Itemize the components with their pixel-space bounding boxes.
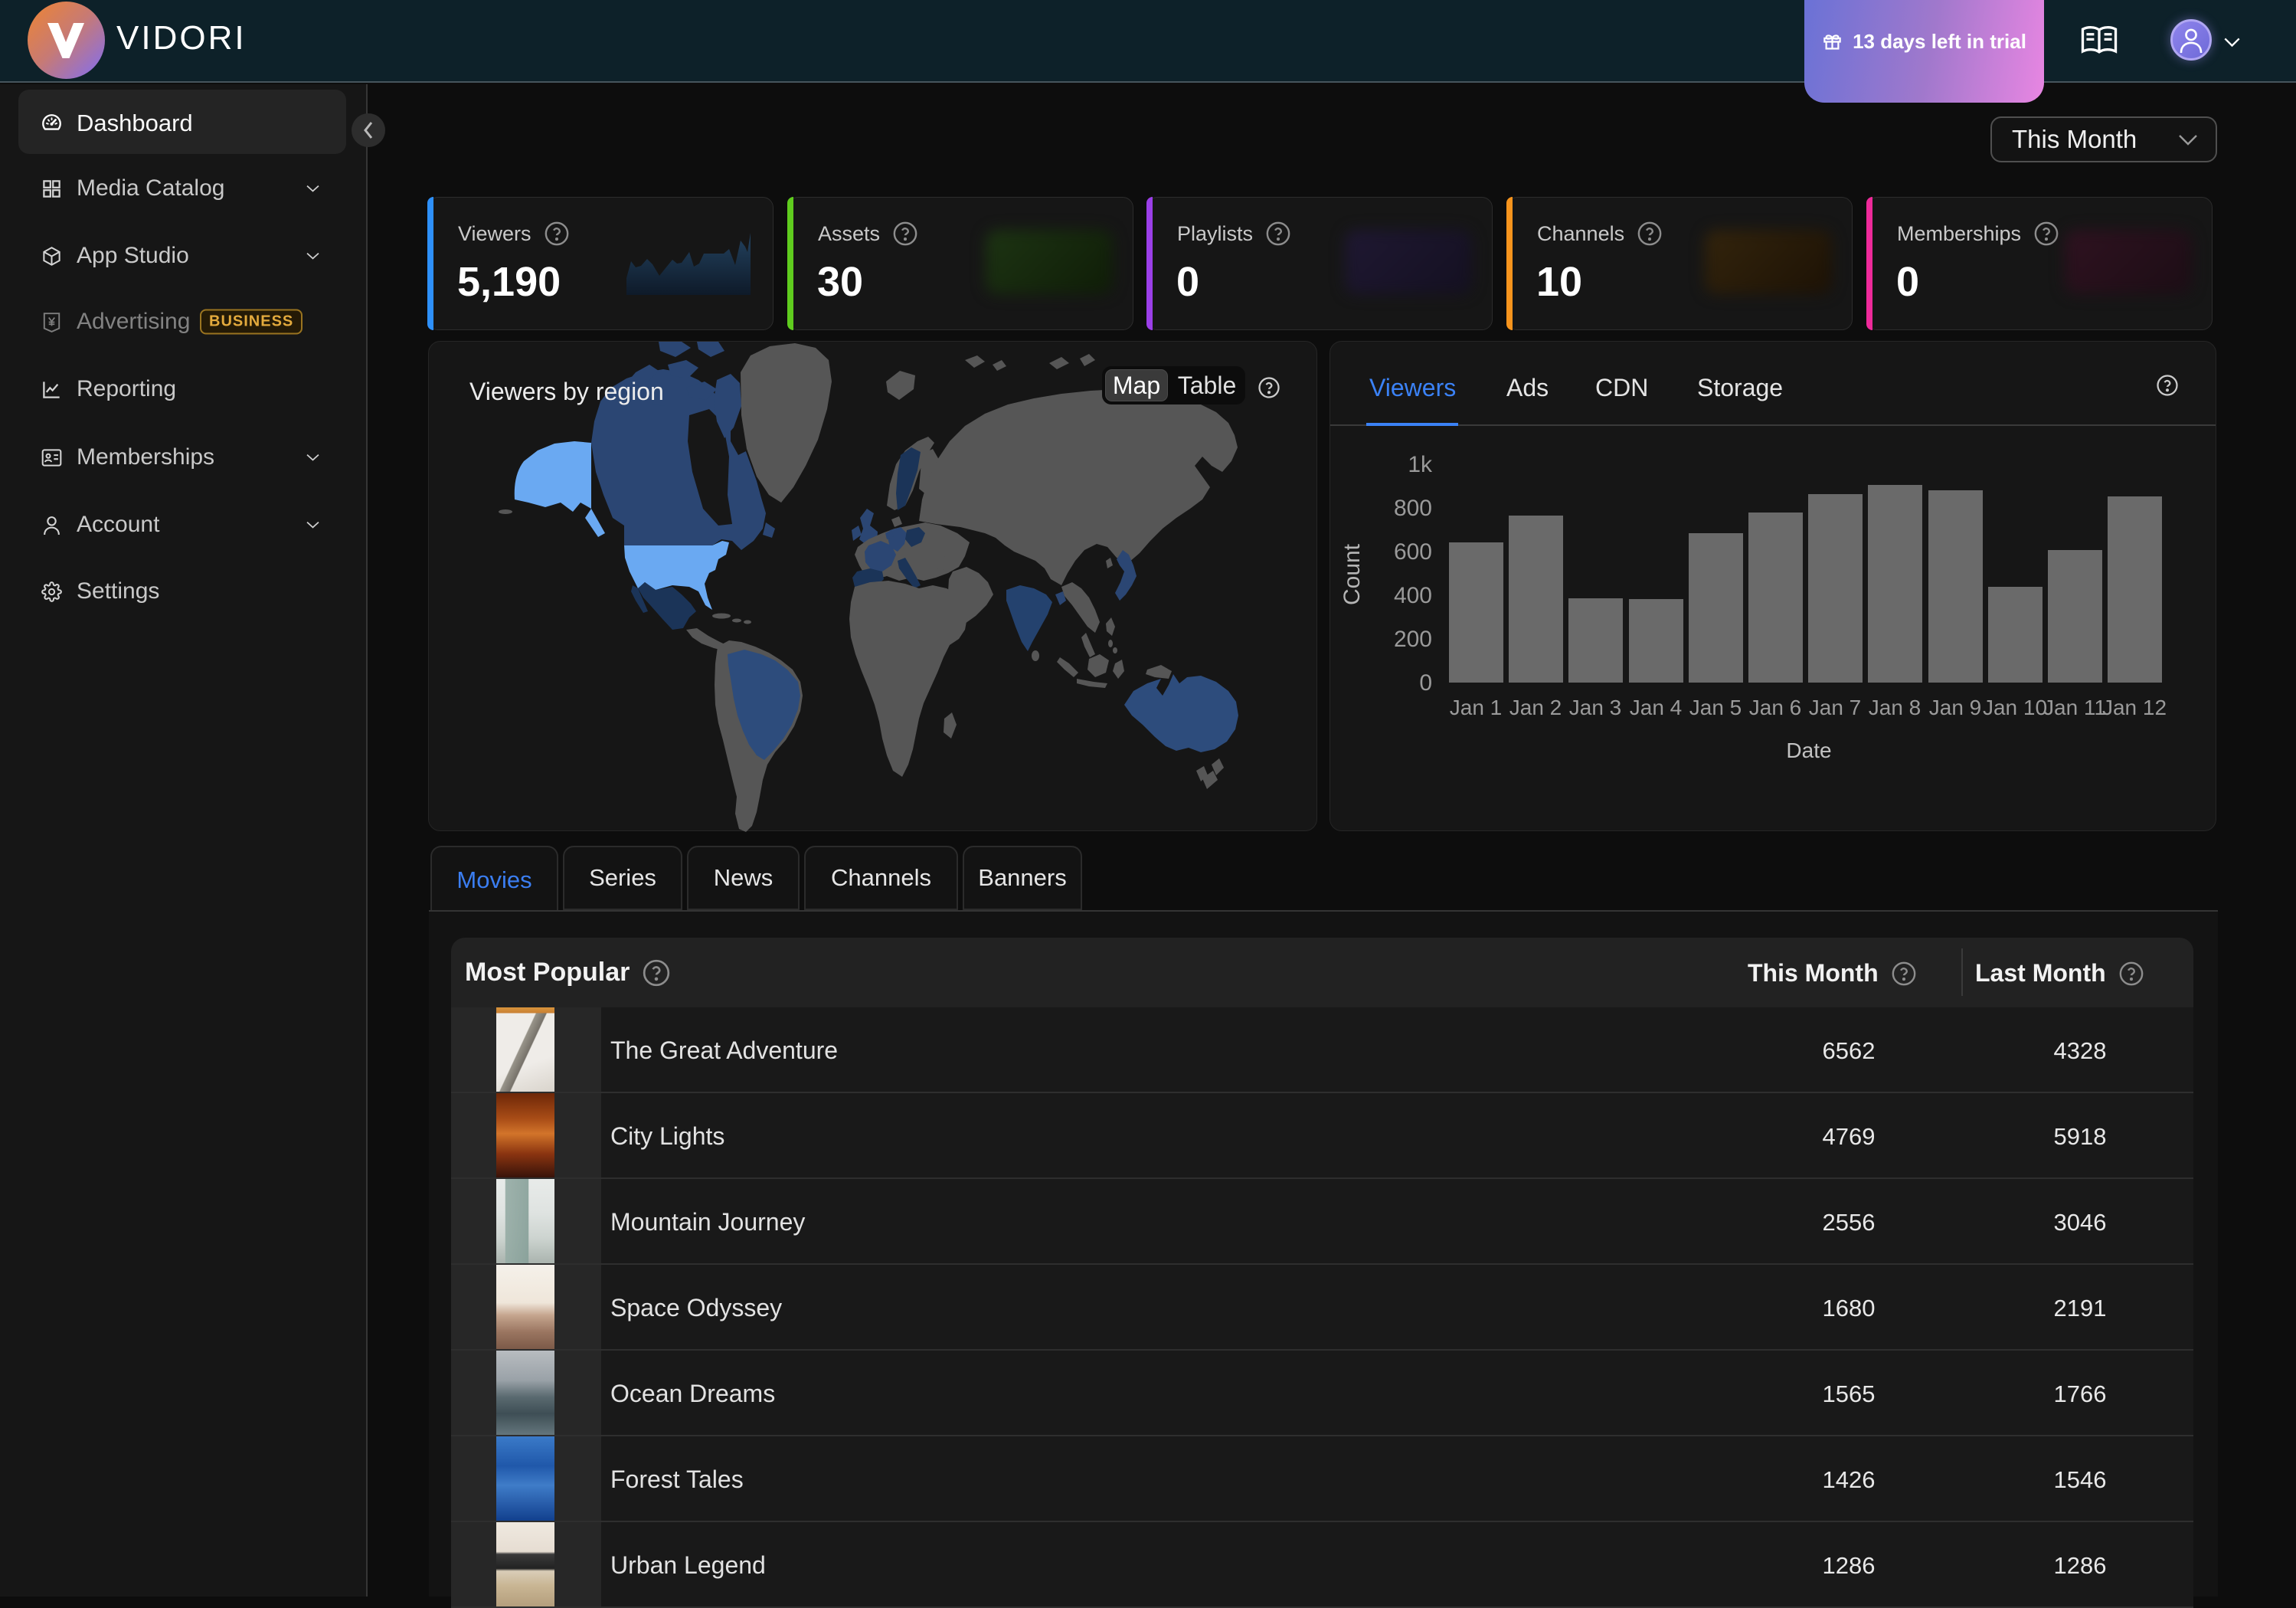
svg-text:Jan 4: Jan 4 — [1630, 696, 1683, 719]
svg-text:200: 200 — [1394, 627, 1432, 652]
svg-text:Date: Date — [1786, 739, 1831, 762]
svg-text:Jan 9: Jan 9 — [1929, 696, 1982, 719]
svg-text:600: 600 — [1394, 539, 1432, 565]
svg-text:Jan 10: Jan 10 — [1983, 696, 2047, 719]
svg-text:0: 0 — [1419, 670, 1432, 696]
svg-text:1k: 1k — [1408, 452, 1433, 477]
svg-text:Jan 8: Jan 8 — [1869, 696, 1922, 719]
svg-text:Jan 1: Jan 1 — [1450, 696, 1503, 719]
svg-text:Jan 11: Jan 11 — [2043, 696, 2106, 719]
svg-text:Jan 3: Jan 3 — [1569, 696, 1622, 719]
svg-text:Jan 5: Jan 5 — [1689, 696, 1742, 719]
svg-text:800: 800 — [1394, 496, 1432, 521]
svg-text:Jan 2: Jan 2 — [1509, 696, 1562, 719]
svg-text:Jan 6: Jan 6 — [1749, 696, 1802, 719]
svg-text:Count: Count — [1339, 543, 1365, 605]
svg-text:400: 400 — [1394, 583, 1432, 608]
svg-text:Jan 12: Jan 12 — [2102, 696, 2167, 719]
svg-text:Jan 7: Jan 7 — [1809, 696, 1862, 719]
